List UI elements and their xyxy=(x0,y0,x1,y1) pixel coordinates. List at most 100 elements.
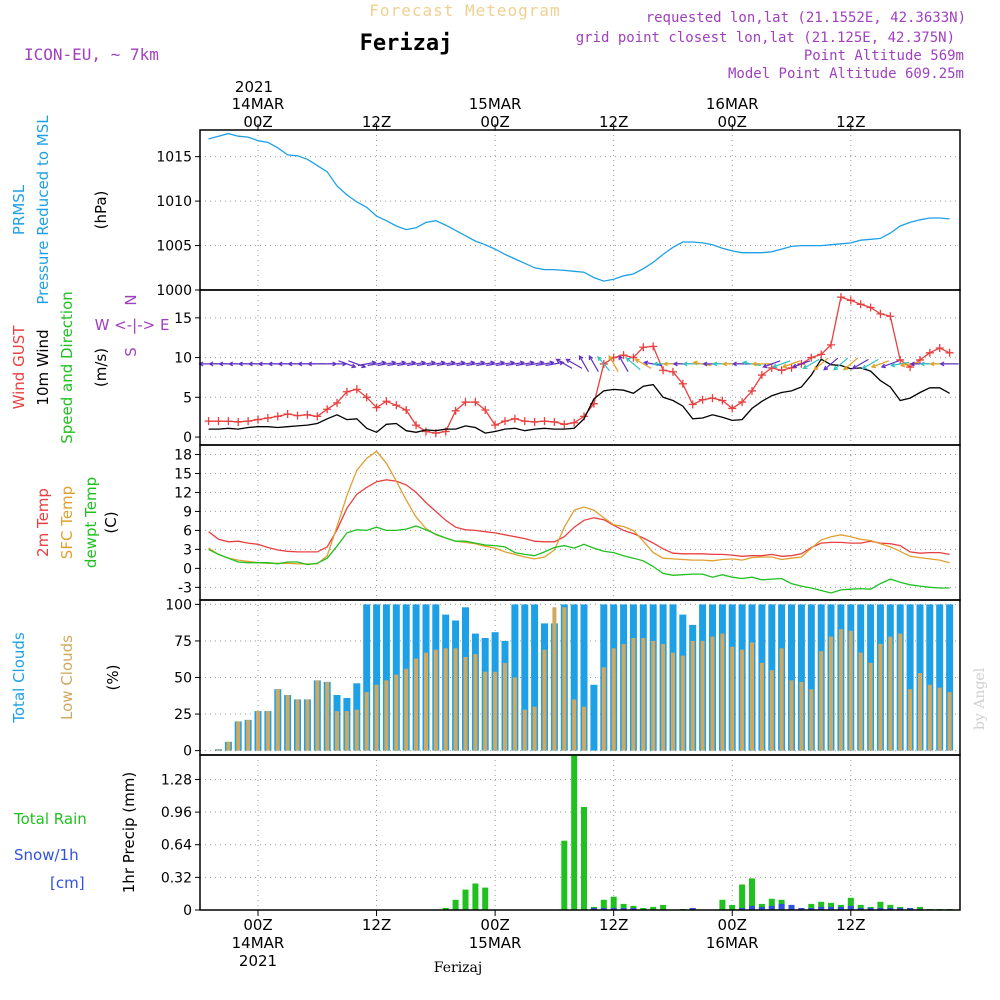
gust-marker xyxy=(254,415,262,424)
bar-low-clouds xyxy=(542,649,547,751)
bar-low-clouds xyxy=(453,648,458,751)
bar-low-clouds xyxy=(769,670,774,751)
gust-marker xyxy=(303,410,312,419)
ytick-label: 15 xyxy=(174,466,192,482)
bar-total-clouds xyxy=(788,604,795,751)
bar-low-clouds xyxy=(265,711,270,751)
bar-low-clouds xyxy=(325,681,330,751)
bar-low-clouds xyxy=(256,711,260,751)
panel-wind: 0 5 10 15 Wind GUST 10m Wind Speed and Directi… xyxy=(10,289,961,446)
bottom-tick-label: 00Z xyxy=(243,916,272,934)
bar-snow-1h xyxy=(828,906,834,910)
wind-arrow xyxy=(634,358,652,369)
bar-low-clouds xyxy=(275,689,280,751)
bottom-tick-label: 2021 xyxy=(239,952,277,970)
panel-ylabel: 1hr Precip (mm) xyxy=(120,772,138,893)
bottom-tick-label: 12Z xyxy=(836,916,865,934)
bar-low-clouds xyxy=(424,652,428,751)
bar-total-clouds xyxy=(363,604,371,751)
year-label-top: 2021 xyxy=(235,78,273,96)
bar-low-clouds xyxy=(354,709,359,751)
ytick-label: 0 xyxy=(183,903,192,919)
panel-label: 10m Wind xyxy=(34,329,52,405)
bar-low-clouds xyxy=(611,648,616,751)
bar-low-clouds xyxy=(374,684,379,751)
gust-marker xyxy=(372,403,381,412)
bar-total-clouds xyxy=(797,604,805,751)
bar-low-clouds xyxy=(720,633,725,751)
wind-arrow xyxy=(565,358,583,369)
bar-low-clouds xyxy=(404,668,409,751)
bar-low-clouds xyxy=(433,649,438,751)
wind-arrow xyxy=(338,360,357,369)
bar-total-rain xyxy=(818,901,825,910)
bar-low-clouds xyxy=(878,643,883,751)
bar-low-clouds xyxy=(493,671,498,751)
ytick-label: 0 xyxy=(183,561,192,577)
panel-ylabel: (m/s) xyxy=(92,348,110,387)
bottom-tick-label: 12Z xyxy=(599,916,628,934)
top-tick-label: 14MAR xyxy=(232,95,285,113)
footer-label: Ferizaj xyxy=(434,960,482,976)
bar-snow-1h xyxy=(877,908,884,910)
gust-marker xyxy=(925,348,934,357)
bar-total-rain xyxy=(482,887,489,910)
bar-low-clouds xyxy=(631,638,636,751)
gust-marker xyxy=(263,413,272,422)
bar-total-clouds xyxy=(946,604,954,751)
wind-arrow xyxy=(555,358,573,369)
panel-label: Pressure Reduced to MSL xyxy=(34,115,52,305)
ytick-label: 75 xyxy=(174,634,192,650)
bar-total-clouds xyxy=(807,604,815,751)
wind-arrow xyxy=(851,358,869,370)
gust-marker xyxy=(777,366,786,375)
bar-low-clouds xyxy=(858,652,863,751)
bar-total-rain xyxy=(472,883,479,910)
panel-frame xyxy=(199,129,961,291)
bar-total-rain xyxy=(739,884,746,910)
bar-low-clouds xyxy=(572,699,577,751)
wind-arrow xyxy=(861,358,879,370)
bar-low-clouds xyxy=(730,646,735,751)
series-line-0 xyxy=(208,132,950,282)
gust-marker xyxy=(738,398,747,407)
gust-marker xyxy=(649,342,658,351)
gust-marker xyxy=(876,309,885,318)
bar-total-rain xyxy=(749,878,755,910)
gridpoint-coords: grid point closest lon,lat (21.125E, 42.… xyxy=(576,30,955,46)
bar-low-clouds xyxy=(483,671,488,751)
series-line-2m-temp xyxy=(208,479,950,557)
bar-low-clouds xyxy=(908,689,913,751)
bar-total-rain xyxy=(620,903,627,910)
panel-label: dewpt Temp xyxy=(82,477,100,568)
panel-precip: 0 0.32 0.64 0.96 1.28 Total Rain Snow/1h [cm] 1h… xyxy=(13,754,961,919)
model-label: ICON-EU, ~ 7km xyxy=(24,45,159,64)
bar-total-clouds xyxy=(906,604,914,751)
gust-marker xyxy=(718,396,727,405)
bar-low-clouds xyxy=(759,662,764,751)
bar-snow-1h xyxy=(808,908,815,910)
bar-low-clouds xyxy=(512,677,517,751)
panel-label: Total Rain xyxy=(13,810,87,828)
bar-low-clouds xyxy=(799,681,804,751)
bar-low-clouds xyxy=(503,662,507,751)
panel-pressure: 1000 1005 1010 1015 PRMSL Pressure Reduced to… xyxy=(10,115,961,305)
bottom-tick-label: 16MAR xyxy=(706,934,759,952)
point-altitude: Point Altitude 569m xyxy=(804,48,964,64)
bar-total-clouds xyxy=(531,604,539,751)
series-line-wind-gust xyxy=(208,296,950,434)
bar-total-rain xyxy=(561,840,568,910)
gust-marker xyxy=(214,417,223,426)
gust-marker xyxy=(639,343,648,352)
bar-low-clouds xyxy=(868,662,873,751)
bar-low-clouds xyxy=(335,711,339,751)
panel-label: Speed and Direction xyxy=(58,291,76,444)
bar-total-rain xyxy=(452,899,459,910)
bottom-tick-label: 12Z xyxy=(362,916,391,934)
bar-snow-1h xyxy=(630,908,637,910)
wind-arrow xyxy=(833,357,849,371)
series-line-dewpt-temp xyxy=(208,525,950,594)
